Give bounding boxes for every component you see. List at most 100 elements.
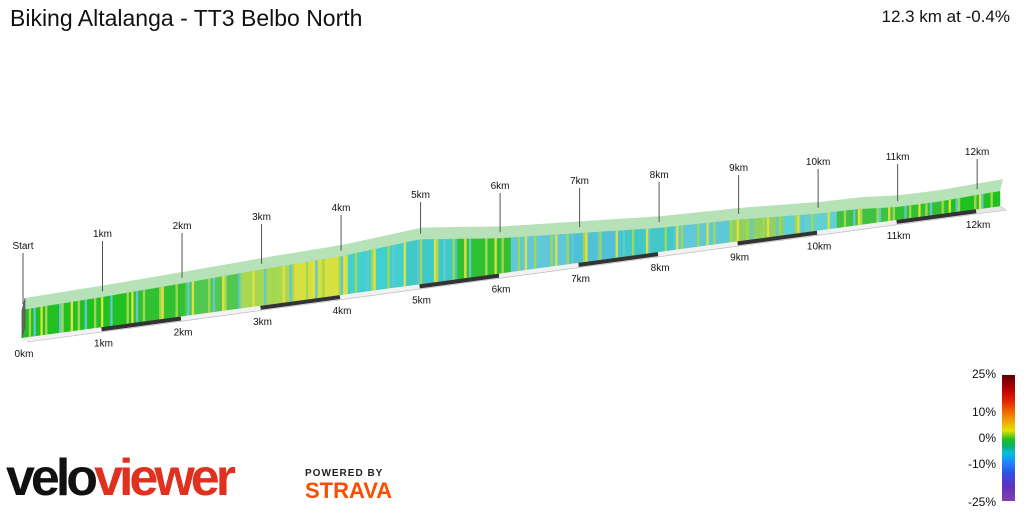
- profile-strip: [801, 214, 805, 233]
- profile-strip: [66, 302, 69, 333]
- profile-strip: [275, 266, 279, 304]
- profile-strip: [338, 256, 342, 296]
- profile-strip: [340, 255, 344, 296]
- profile-strip: [829, 211, 833, 230]
- powered-by-label: POWERED BY: [305, 468, 384, 479]
- powered-by-strava: POWERED BY STRAVA: [305, 468, 392, 503]
- profile-strip: [897, 206, 901, 221]
- legend-label-minus-10: -10%: [967, 457, 996, 471]
- profile-strip: [438, 239, 442, 282]
- profile-strip: [964, 196, 968, 211]
- marker-label-11: 11km: [886, 152, 910, 163]
- profile-strip: [589, 232, 593, 262]
- profile-strip: [899, 206, 903, 220]
- profile-strip: [119, 293, 123, 326]
- profile-strip: [49, 304, 53, 335]
- profile-strip: [971, 195, 975, 211]
- km-band: [101, 316, 182, 332]
- profile-strip: [550, 234, 554, 267]
- profile-strip: [536, 235, 540, 269]
- profile-strip: [103, 296, 107, 328]
- profile-strip: [345, 254, 349, 295]
- profile-strip: [133, 291, 137, 324]
- profile-strip: [741, 219, 745, 242]
- profile-strip: [778, 216, 782, 237]
- profile-strip: [426, 239, 430, 284]
- legend-label-10: 10%: [971, 405, 996, 419]
- baseline-tick-label-12: 12km: [966, 220, 990, 231]
- profile-strip: [289, 264, 293, 303]
- profile-strip: [352, 253, 356, 294]
- profile-strip: [40, 306, 44, 336]
- profile-strip: [254, 270, 258, 307]
- profile-strip: [77, 300, 81, 331]
- profile-strip: [89, 298, 93, 330]
- km-band: [816, 219, 897, 235]
- profile-strip: [194, 280, 197, 315]
- profile-strip: [555, 234, 558, 267]
- gradient-color-scale: [1002, 375, 1015, 501]
- profile-strip: [231, 274, 235, 310]
- profile-strip: [790, 215, 793, 235]
- profile-strip: [943, 200, 947, 214]
- profile-strip: [354, 252, 358, 294]
- marker-label-9: 9km: [729, 163, 748, 174]
- profile-strip: [645, 228, 649, 255]
- baseline-tick-label-11: 11km: [887, 231, 911, 242]
- marker-label-4: 4km: [332, 203, 351, 214]
- profile-strip: [680, 225, 684, 250]
- profile-strip: [580, 232, 584, 263]
- profile-strip: [417, 239, 421, 285]
- profile-strip: [475, 238, 479, 277]
- profile-strip: [541, 235, 544, 269]
- profile-strip: [296, 263, 300, 302]
- profile-strip: [266, 268, 270, 306]
- profile-strip: [976, 194, 980, 210]
- profile-strip: [545, 235, 549, 268]
- profile-strip: [52, 304, 55, 335]
- profile-strip: [804, 214, 807, 233]
- profile-strip: [361, 251, 365, 293]
- profile-strip: [280, 265, 283, 304]
- profile-strip: [690, 224, 693, 249]
- profile-strip: [38, 306, 41, 337]
- profile-strip: [75, 300, 79, 332]
- profile-strip: [149, 288, 153, 321]
- strava-logo: STRAVA: [305, 478, 393, 503]
- profile-strip: [403, 242, 407, 287]
- profile-strip: [464, 238, 467, 279]
- profile-strip: [424, 239, 428, 284]
- profile-strip: [54, 304, 58, 334]
- profile-strip: [974, 194, 977, 210]
- profile-strip: [429, 239, 433, 284]
- profile-strip: [452, 238, 456, 281]
- profile-strip: [955, 198, 959, 213]
- profile-strip: [47, 305, 51, 335]
- profile-strip: [319, 259, 323, 299]
- profile-strip: [84, 299, 88, 330]
- profile-strip: [513, 237, 516, 272]
- marker-label-3: 3km: [252, 212, 271, 223]
- profile-strip: [422, 239, 426, 285]
- profile-strip: [510, 237, 514, 273]
- profile-strip: [322, 258, 325, 298]
- baseline-tick-label-1: 1km: [94, 338, 113, 349]
- profile-strip: [752, 218, 756, 240]
- profile-strip: [303, 262, 307, 301]
- baseline-tick-label-10: 10km: [807, 242, 831, 253]
- profile-strip: [934, 201, 938, 216]
- profile-strip: [664, 226, 668, 252]
- profile-strip: [454, 238, 458, 280]
- profile-strip: [531, 235, 535, 270]
- profile-strip: [98, 297, 102, 328]
- profile-strip: [329, 257, 332, 297]
- profile-strip: [131, 291, 134, 324]
- profile-strip: [969, 195, 973, 211]
- profile-strip: [147, 288, 151, 322]
- profile-strip: [820, 212, 824, 231]
- legend-label-minus-25: -25%: [967, 495, 996, 509]
- profile-strip: [529, 236, 533, 270]
- profile-strip: [450, 238, 453, 281]
- profile-strip: [317, 259, 321, 299]
- profile-strip: [236, 273, 239, 310]
